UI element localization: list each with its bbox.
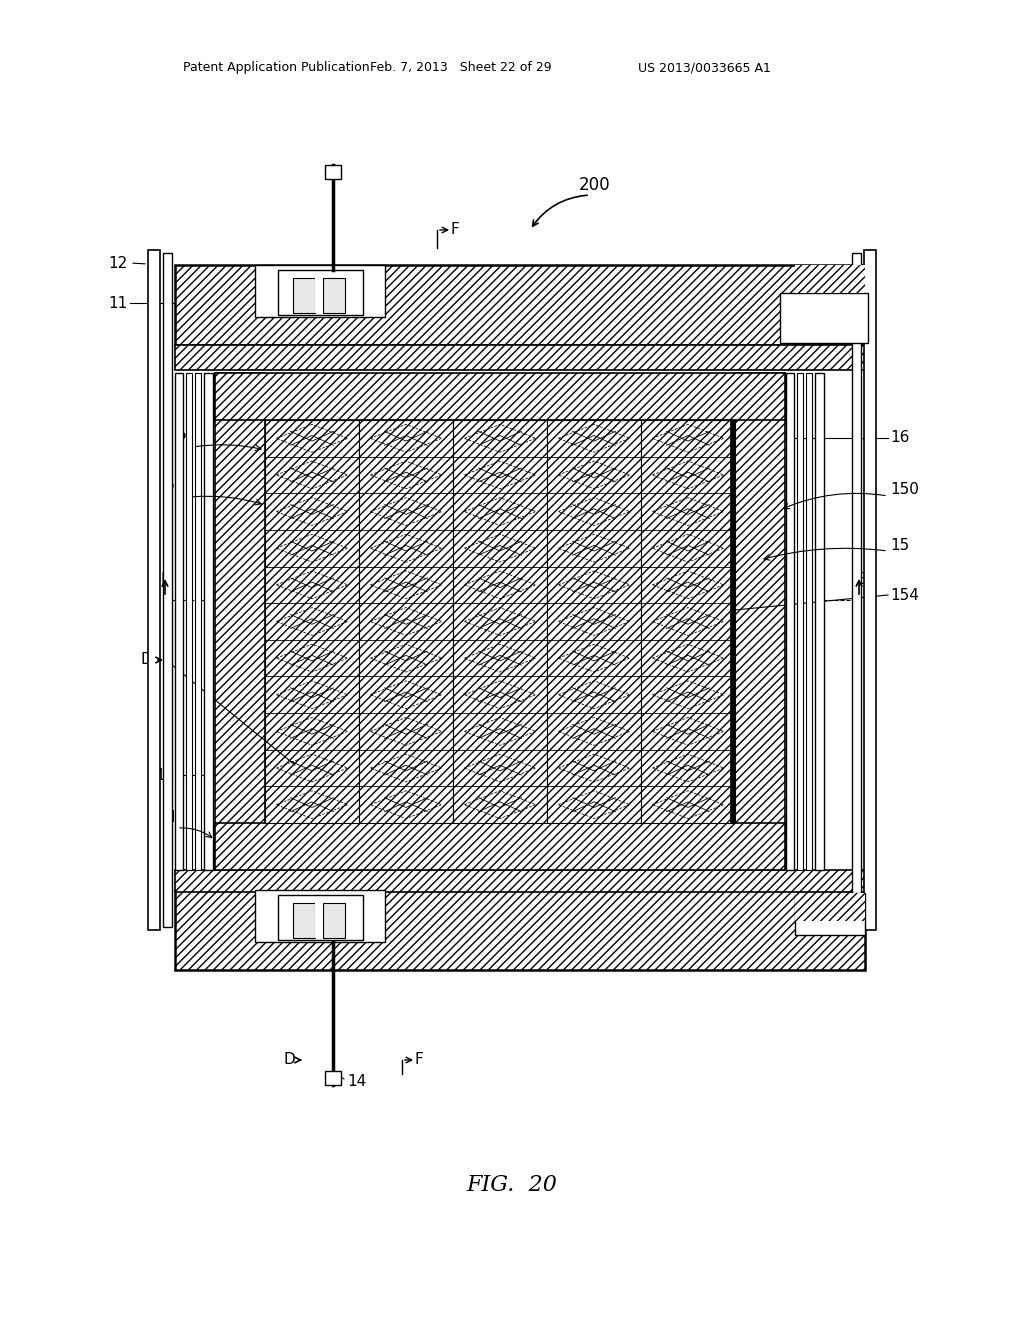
Bar (797, 374, 803, 870)
Bar (806, 374, 812, 870)
Bar (325, 1071, 341, 1085)
Text: P1: P1 (164, 483, 183, 498)
Bar (293, 903, 315, 939)
Text: 11: 11 (109, 296, 128, 310)
Bar (730, 420, 735, 822)
Text: 15: 15 (890, 537, 909, 553)
Text: Feb. 7, 2013   Sheet 22 of 29: Feb. 7, 2013 Sheet 22 of 29 (370, 62, 552, 74)
Bar (359, 420, 453, 822)
Text: Patent Application Publication: Patent Application Publication (183, 62, 370, 74)
Bar (323, 279, 345, 313)
Bar (323, 903, 345, 939)
Text: 154: 154 (890, 587, 919, 602)
Bar (175, 374, 183, 870)
Bar (852, 253, 861, 927)
Text: F: F (415, 1052, 424, 1068)
Bar (195, 374, 201, 870)
Text: FIG.  20: FIG. 20 (467, 1173, 557, 1196)
Bar (265, 420, 735, 822)
Text: 12: 12 (109, 256, 128, 271)
Bar (215, 374, 265, 870)
Bar (293, 279, 315, 313)
Text: P: P (177, 433, 186, 447)
Bar (864, 249, 876, 931)
Bar (215, 822, 785, 870)
Bar (325, 165, 341, 180)
Bar (255, 890, 385, 942)
Bar (735, 374, 785, 870)
Bar (795, 265, 865, 293)
Text: E: E (160, 573, 170, 587)
Bar (795, 894, 865, 921)
Bar (453, 420, 547, 822)
Text: E: E (854, 573, 864, 587)
Text: 150: 150 (890, 483, 919, 498)
Text: F: F (450, 223, 459, 238)
Bar (186, 374, 193, 870)
Text: H: H (164, 810, 175, 825)
Bar (175, 345, 865, 370)
Text: 16: 16 (890, 430, 909, 446)
Bar (786, 374, 794, 870)
Bar (148, 249, 160, 931)
Bar (215, 374, 785, 420)
Text: D: D (284, 1052, 295, 1068)
Text: US 2013/0033665 A1: US 2013/0033665 A1 (638, 62, 771, 74)
Bar (780, 293, 868, 343)
Bar (795, 894, 865, 921)
Text: 200: 200 (580, 176, 610, 194)
Bar (315, 279, 323, 313)
Bar (815, 374, 824, 870)
Bar (163, 253, 172, 927)
Bar (641, 420, 735, 822)
Bar (204, 374, 213, 870)
Bar (547, 420, 641, 822)
Bar (278, 895, 362, 940)
Bar (265, 420, 359, 822)
Bar (175, 265, 865, 345)
Bar (795, 894, 865, 935)
Bar (315, 903, 323, 939)
Text: D: D (140, 652, 152, 668)
Bar (175, 890, 865, 970)
Bar (795, 265, 865, 293)
Bar (278, 271, 362, 315)
Bar (255, 265, 385, 317)
Text: 13: 13 (156, 767, 175, 783)
Bar (175, 870, 865, 892)
Text: 14: 14 (347, 1074, 367, 1089)
